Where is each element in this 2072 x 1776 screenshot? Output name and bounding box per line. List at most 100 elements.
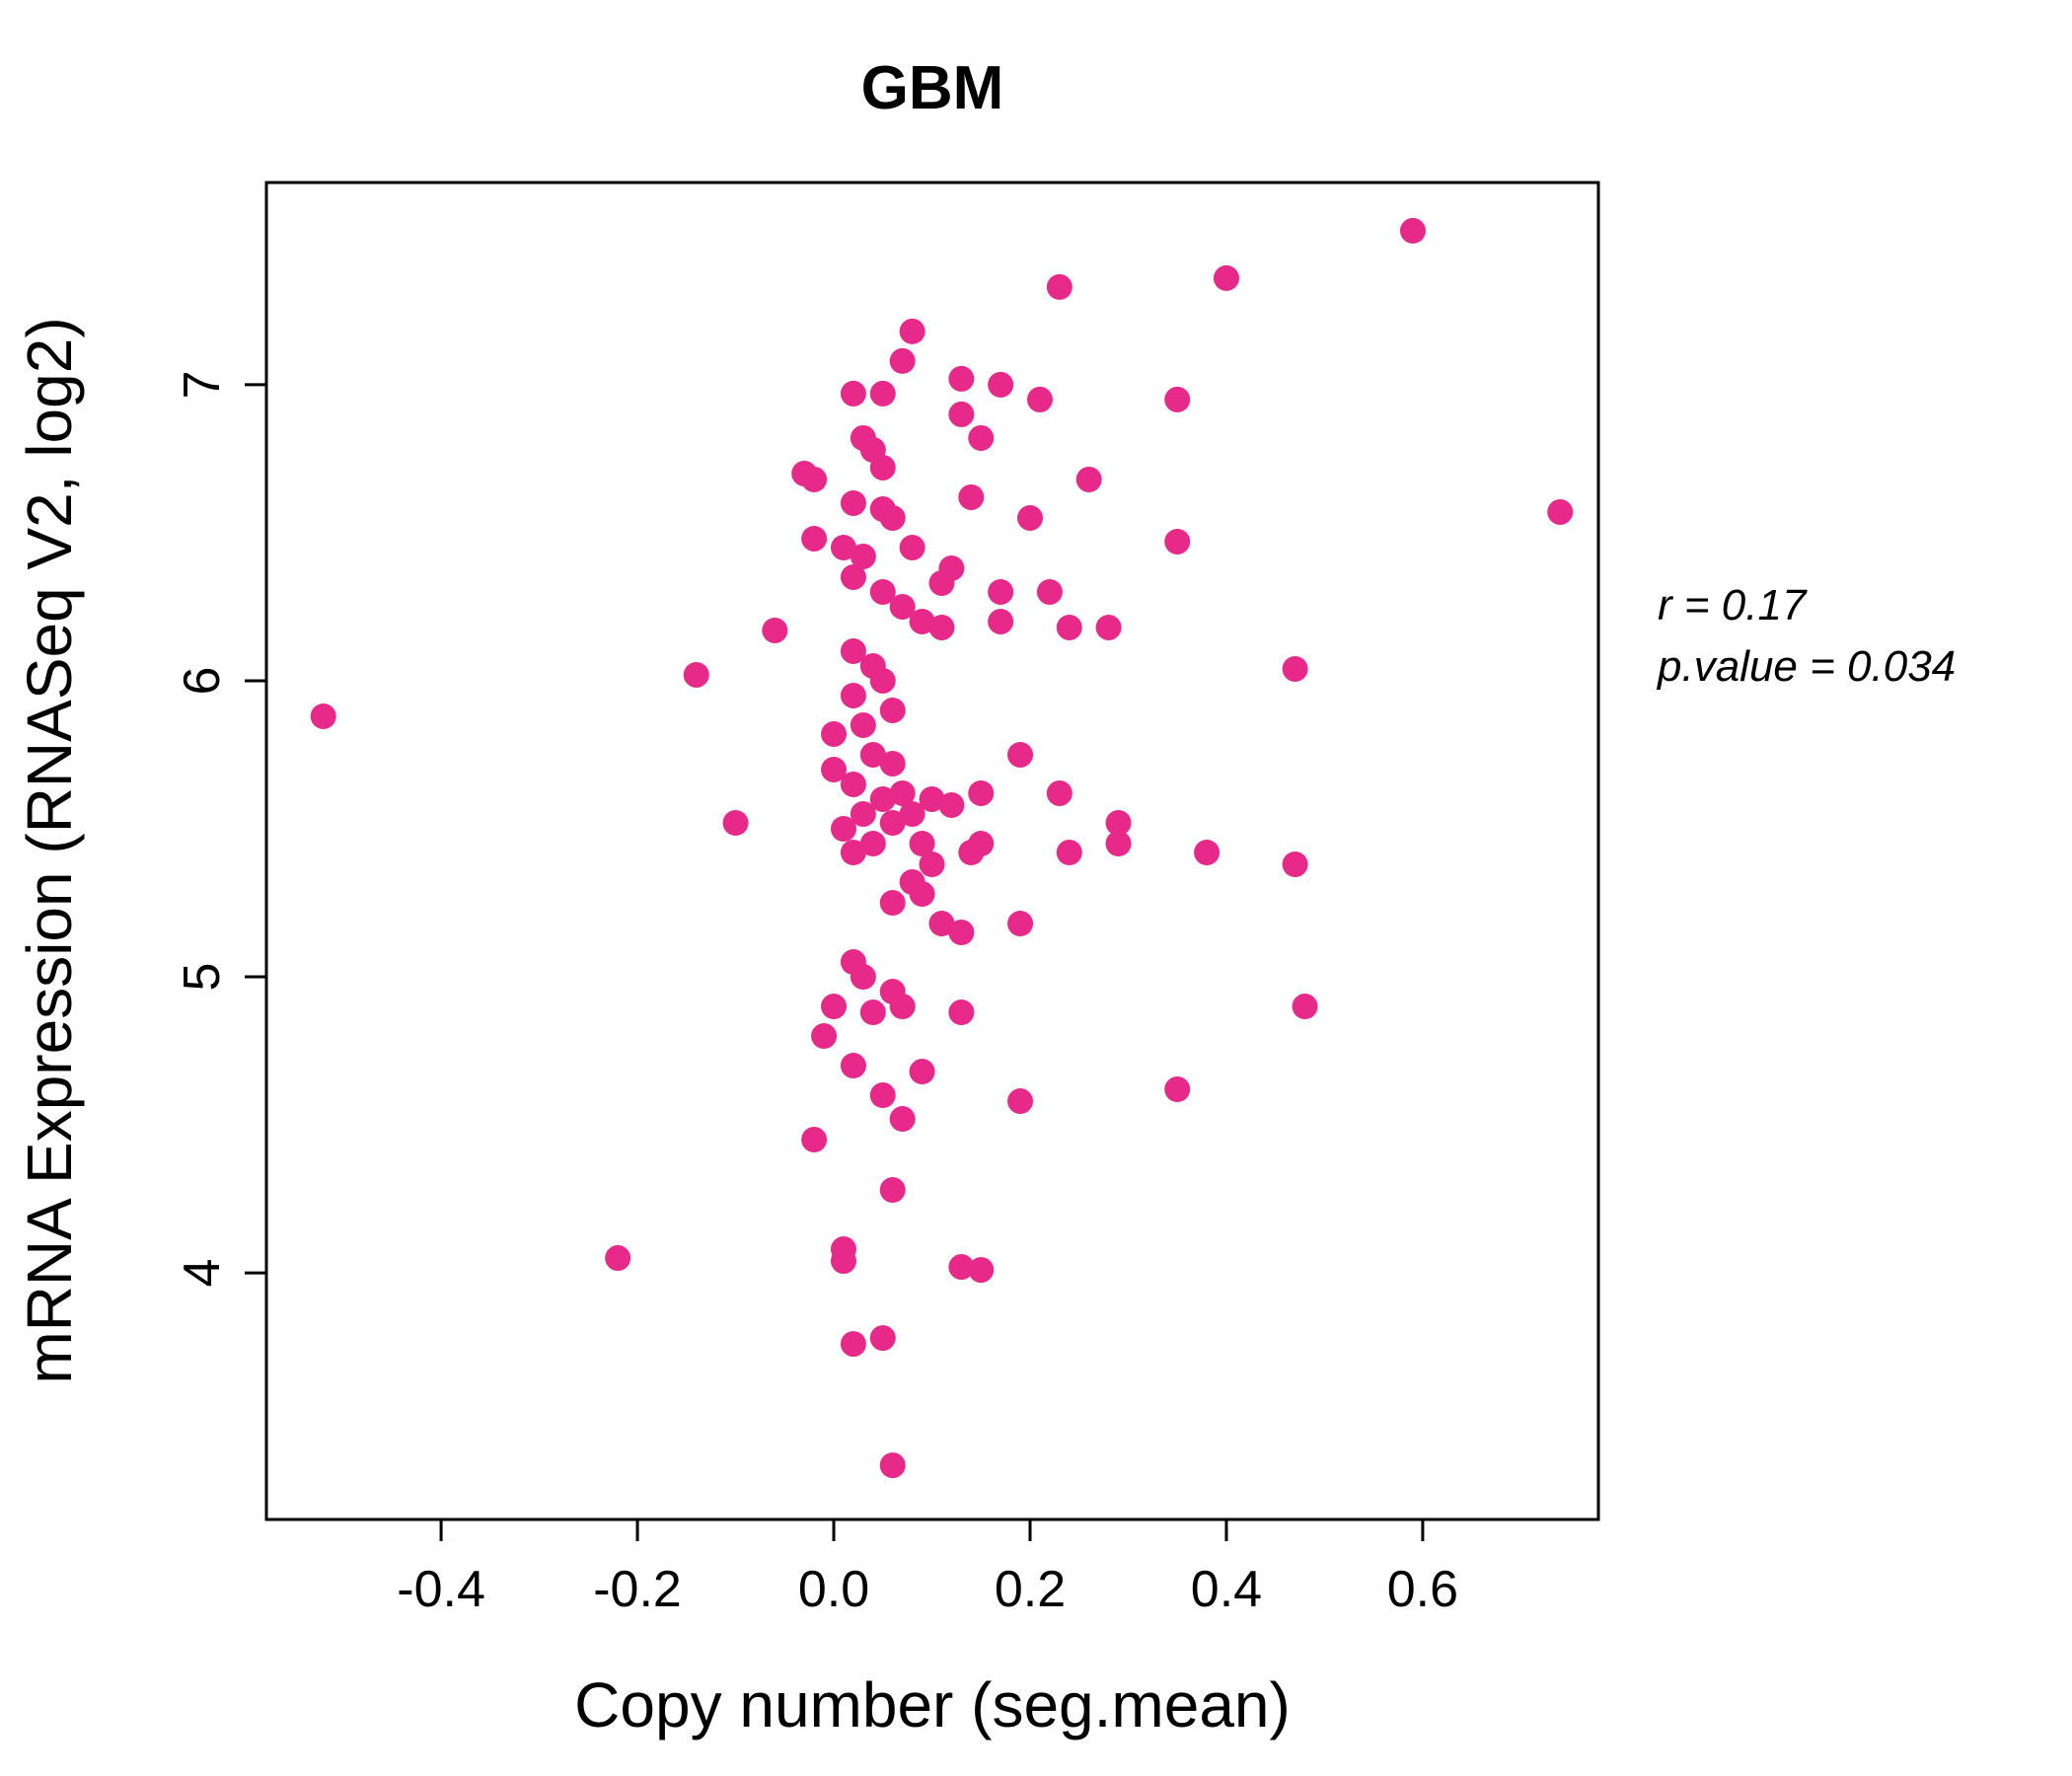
- data-point: [859, 999, 886, 1026]
- data-point: [988, 578, 1014, 605]
- data-point: [722, 809, 749, 836]
- data-point: [1164, 386, 1191, 412]
- data-point: [1105, 830, 1132, 856]
- data-point: [1046, 779, 1073, 806]
- x-tick-label: -0.2: [593, 1561, 682, 1618]
- data-point: [869, 454, 896, 481]
- data-point: [948, 999, 975, 1026]
- data-point: [830, 815, 856, 842]
- data-point: [889, 779, 916, 806]
- data-point: [801, 1127, 828, 1153]
- data-point: [859, 830, 886, 856]
- data-point: [869, 667, 896, 694]
- data-point: [1292, 994, 1318, 1020]
- data-point: [1026, 386, 1053, 412]
- data-point: [889, 1106, 916, 1133]
- data-point: [919, 785, 945, 812]
- data-point: [869, 1325, 896, 1352]
- data-point: [958, 483, 985, 510]
- y-axis-label: mRNA Expression (RNASeq V2, log2): [14, 317, 85, 1383]
- data-point: [869, 578, 896, 605]
- x-tick-label: 0.2: [995, 1561, 1066, 1618]
- data-point: [968, 1257, 995, 1284]
- data-point: [968, 779, 995, 806]
- data-point: [938, 791, 965, 818]
- data-point: [821, 756, 848, 782]
- data-point: [830, 1248, 856, 1275]
- data-point: [948, 920, 975, 946]
- data-point: [879, 809, 906, 836]
- data-point: [869, 1082, 896, 1109]
- data-point: [919, 851, 945, 878]
- data-point: [889, 994, 916, 1020]
- data-point: [968, 424, 995, 451]
- data-point: [1282, 851, 1308, 878]
- data-point: [840, 771, 866, 797]
- data-point: [899, 800, 925, 827]
- data-point: [840, 563, 866, 590]
- data-point: [1007, 911, 1034, 937]
- data-point: [948, 1254, 975, 1281]
- data-point: [840, 1053, 866, 1079]
- data-point: [1007, 1088, 1034, 1115]
- plot-box: [264, 181, 1600, 1521]
- data-point: [909, 1059, 935, 1085]
- data-point: [889, 347, 916, 374]
- data-point: [840, 682, 866, 708]
- data-point: [928, 614, 955, 640]
- data-point: [1194, 840, 1221, 866]
- data-point: [948, 365, 975, 392]
- x-tick-label: 0.6: [1387, 1561, 1458, 1618]
- x-tick-label: 0.0: [798, 1561, 869, 1618]
- data-point: [1164, 528, 1191, 555]
- data-point: [840, 840, 866, 866]
- data-point: [821, 720, 848, 747]
- y-tick-label: 4: [174, 1259, 231, 1288]
- data-point: [889, 593, 916, 620]
- data-point: [801, 466, 828, 492]
- data-point: [840, 380, 866, 407]
- data-point: [310, 703, 336, 729]
- data-point: [899, 534, 925, 560]
- data-point: [850, 964, 876, 991]
- data-point: [1056, 840, 1082, 866]
- chart-layer: -0.4 -0.2 0.0 0.2 0.4 0.6 4 5 6 7: [174, 181, 1600, 1618]
- x-tick-label: -0.4: [397, 1561, 485, 1618]
- data-point: [1046, 273, 1073, 300]
- data-point: [840, 637, 866, 664]
- p-value-annotation: p.value = 0.034: [1656, 642, 1956, 691]
- data-point: [928, 911, 955, 937]
- data-point: [1075, 466, 1102, 492]
- data-point: [879, 890, 906, 917]
- data-point: [879, 504, 906, 531]
- data-point: [1282, 655, 1308, 682]
- data-point: [762, 617, 788, 643]
- data-point: [1399, 217, 1426, 244]
- data-point: [850, 711, 876, 738]
- data-point: [850, 800, 876, 827]
- data-point: [830, 534, 856, 560]
- y-tick-label: 7: [174, 370, 231, 399]
- chart-title: GBM: [861, 54, 1004, 122]
- data-point: [840, 1331, 866, 1358]
- data-point: [850, 543, 876, 569]
- data-point: [928, 569, 955, 596]
- data-point: [1164, 1076, 1191, 1103]
- x-tick-label: 0.4: [1191, 1561, 1262, 1618]
- data-point: [1547, 498, 1574, 525]
- data-point: [948, 401, 975, 427]
- data-point: [605, 1245, 631, 1272]
- data-point: [988, 608, 1014, 634]
- data-point: [899, 318, 925, 344]
- data-point: [909, 608, 935, 634]
- data-point: [958, 840, 985, 866]
- data-point: [909, 881, 935, 908]
- data-point: [811, 1023, 838, 1050]
- data-point: [879, 750, 906, 777]
- data-point: [879, 1452, 906, 1479]
- data-point: [683, 661, 709, 688]
- data-point: [840, 489, 866, 516]
- data-point: [879, 1177, 906, 1204]
- data-point: [988, 371, 1014, 398]
